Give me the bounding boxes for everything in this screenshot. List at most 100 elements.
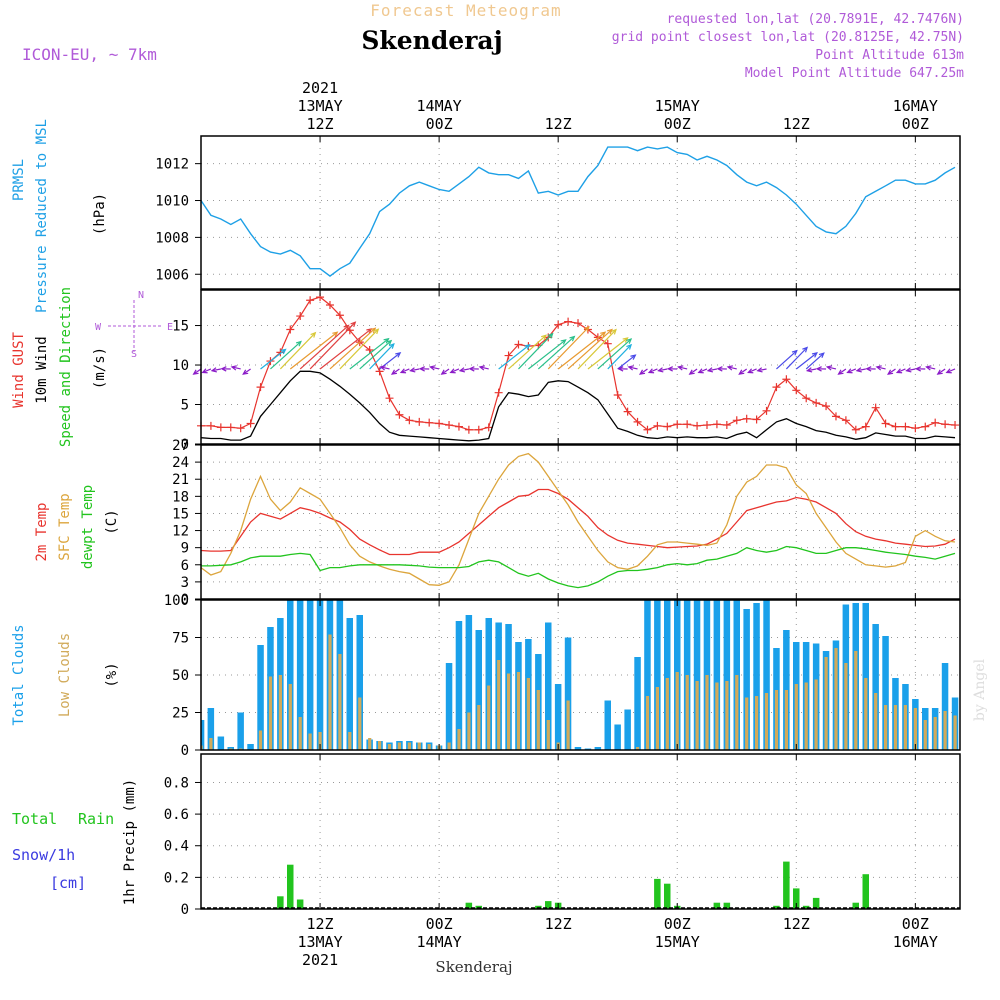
wind-arrow-head [837, 369, 844, 375]
low-clouds-bar [338, 654, 342, 750]
wind-arrow-head [399, 368, 407, 374]
gust-marker [395, 410, 404, 419]
gust-marker [623, 407, 632, 416]
wind-arrow-head [846, 368, 853, 374]
wind-direction-arrow [518, 333, 554, 370]
wind-arrow-head [638, 369, 646, 375]
panel-frame [200, 444, 961, 600]
gust-marker [653, 421, 662, 430]
compass-south: S [131, 349, 137, 360]
total-clouds-bar [545, 622, 552, 750]
point-altitude: Point Altitude 613m [815, 48, 964, 63]
gust-marker [564, 317, 573, 326]
rain-bar [783, 861, 790, 909]
wind-arrow-head [855, 367, 862, 373]
wind-direction-arrow [242, 368, 251, 375]
wind-direction-arrow [459, 368, 469, 372]
grid-layer [201, 136, 960, 909]
wind-arrow-head [611, 328, 617, 335]
wind-arrow-head [697, 368, 704, 374]
total-clouds-bar [654, 600, 661, 750]
low-clouds-bar [278, 675, 282, 750]
wind-arrow-head [458, 367, 466, 373]
wind-arrow-head [875, 365, 882, 371]
prmsl-label: PRMSL [11, 159, 27, 201]
pressure-msl-label: Pressure Reduced to MSL [34, 119, 50, 313]
gust-marker [851, 425, 860, 434]
total-clouds-bar [644, 600, 651, 750]
low-clouds-bar [209, 738, 213, 750]
gust-marker [881, 419, 890, 428]
low-clouds-bar [368, 738, 372, 750]
total-clouds-bar [207, 708, 215, 750]
time-tick-label-bottom: 00Z [664, 915, 691, 933]
total-clouds-bar [604, 700, 611, 750]
low-clouds-label: Low Clouds [57, 633, 73, 717]
wind-direction-arrow [838, 368, 847, 375]
wind-direction-arrow [369, 343, 395, 370]
low-clouds-bar [893, 705, 898, 750]
wind-direction-arrow [785, 347, 808, 370]
low-clouds-bar [487, 685, 491, 750]
wind-arrow-head [379, 365, 386, 371]
wind-direction-arrow [856, 368, 866, 372]
wind-arrow-head [945, 368, 952, 374]
wind-arrow-head [560, 339, 567, 345]
total-clouds-bar [201, 720, 205, 750]
wind-direction-arrow [537, 336, 575, 370]
low-clouds-bar [566, 700, 570, 750]
wind-arrow-head [230, 365, 237, 371]
time-tick-label-top: 00Z [664, 115, 691, 133]
wind-arrow-head [540, 334, 547, 341]
wind-arrow-head [332, 331, 339, 338]
total-clouds-bar [445, 663, 453, 750]
low-clouds-bar [298, 717, 302, 750]
wind-arrow-head [647, 368, 655, 374]
temp-sfc-line [200, 452, 956, 586]
wind-arrow-head [791, 349, 798, 356]
ytick-label: 3 [181, 575, 189, 591]
wind-direction-arrow [678, 366, 688, 370]
wind-direction-arrow [211, 368, 221, 372]
wind-arrow-head [805, 367, 813, 373]
gust-marker [861, 422, 870, 431]
total-clouds-bar [564, 637, 572, 750]
gust-marker [782, 375, 791, 384]
wind-direction-arrow [339, 328, 379, 370]
wind-direction-arrow [557, 331, 606, 370]
low-clouds-bar [735, 675, 739, 750]
ytick-label: 10 [172, 358, 189, 374]
wind-arrow-head [373, 328, 380, 335]
ytick-label: 0.8 [164, 775, 189, 791]
gust-marker [206, 421, 215, 430]
wind-arrow-head [440, 369, 447, 375]
total-clouds-bar [217, 736, 225, 750]
wind-direction-arrow [577, 329, 617, 370]
wind-direction-arrow [289, 331, 338, 370]
low-clouds-bar [427, 744, 431, 750]
gust-marker [841, 416, 850, 425]
ytick-label: 12 [172, 524, 189, 540]
low-clouds-bar [457, 729, 461, 750]
time-tick-label-top: 12Z [783, 115, 810, 133]
ytick-label: 6 [181, 558, 189, 574]
rain-bar [277, 896, 284, 909]
ytick-label: 0 [181, 437, 189, 453]
wind-arrow-head [210, 367, 217, 373]
low-clouds-bar [834, 648, 838, 750]
clouds-unit-label: (%) [104, 662, 120, 687]
time-tick-label-bottom: 16MAY [893, 933, 938, 951]
time-tick-label-bottom: 00Z [902, 915, 929, 933]
wind-direction-arrow [896, 368, 906, 374]
time-tick-label-top: 14MAY [417, 97, 462, 115]
rain-bar [723, 902, 731, 909]
axis-layer: 1006100810101012051015036912151821242702… [155, 79, 938, 969]
wind-direction-arrow [597, 338, 632, 370]
wind-direction-arrow [658, 368, 668, 372]
time-tick-label-bottom: 14MAY [417, 933, 462, 951]
gust-marker [921, 422, 930, 431]
ytick-label: 0.4 [164, 839, 189, 855]
gust-marker [822, 402, 831, 411]
pressure-unit-label: (hPa) [92, 193, 108, 235]
temp-sfc-label: SFC Temp [57, 493, 73, 560]
